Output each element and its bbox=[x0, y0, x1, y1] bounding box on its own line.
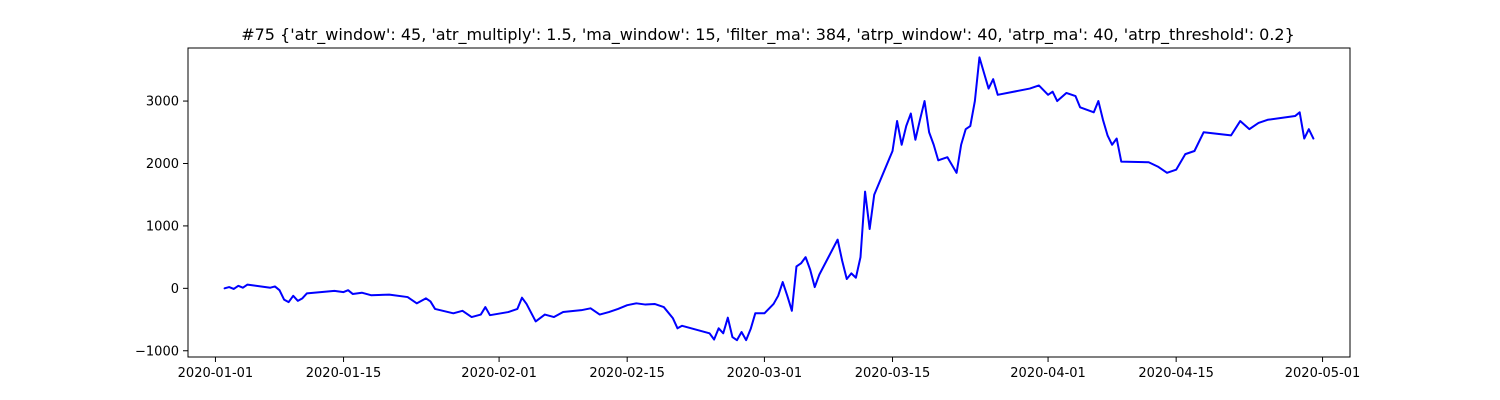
y-axis: −1000 0 1000 2000 3000 bbox=[135, 95, 188, 359]
axes-frame bbox=[187, 47, 1351, 358]
x-tick-label: 2020-03-01 bbox=[727, 366, 803, 381]
y-tick-label: 2000 bbox=[146, 157, 179, 172]
x-tick-label: 2020-04-01 bbox=[1010, 366, 1086, 381]
x-tick-label: 2020-02-15 bbox=[589, 366, 665, 381]
x-tick-label: 2020-03-15 bbox=[855, 366, 931, 381]
x-tick-label: 2020-01-15 bbox=[306, 366, 382, 381]
plot-area bbox=[187, 47, 1351, 358]
x-tick-label: 2020-01-01 bbox=[178, 366, 254, 381]
x-tick-label: 2020-05-01 bbox=[1285, 366, 1361, 381]
x-tick-label: 2020-04-15 bbox=[1138, 366, 1214, 381]
series-layer bbox=[223, 56, 1315, 342]
y-tick-label: 0 bbox=[171, 282, 179, 297]
x-tick-label: 2020-02-01 bbox=[461, 366, 537, 381]
chart-title: #75 {'atr_window': 45, 'atr_multiply': 1… bbox=[241, 25, 1295, 45]
y-tick-label: −1000 bbox=[135, 344, 179, 359]
y-tick-label: 3000 bbox=[146, 95, 179, 110]
y-tick-label: 1000 bbox=[146, 219, 179, 234]
x-axis: 2020-01-01 2020-01-15 2020-02-01 2020-02-15… bbox=[178, 357, 1361, 381]
series-line-0 bbox=[223, 56, 1315, 342]
